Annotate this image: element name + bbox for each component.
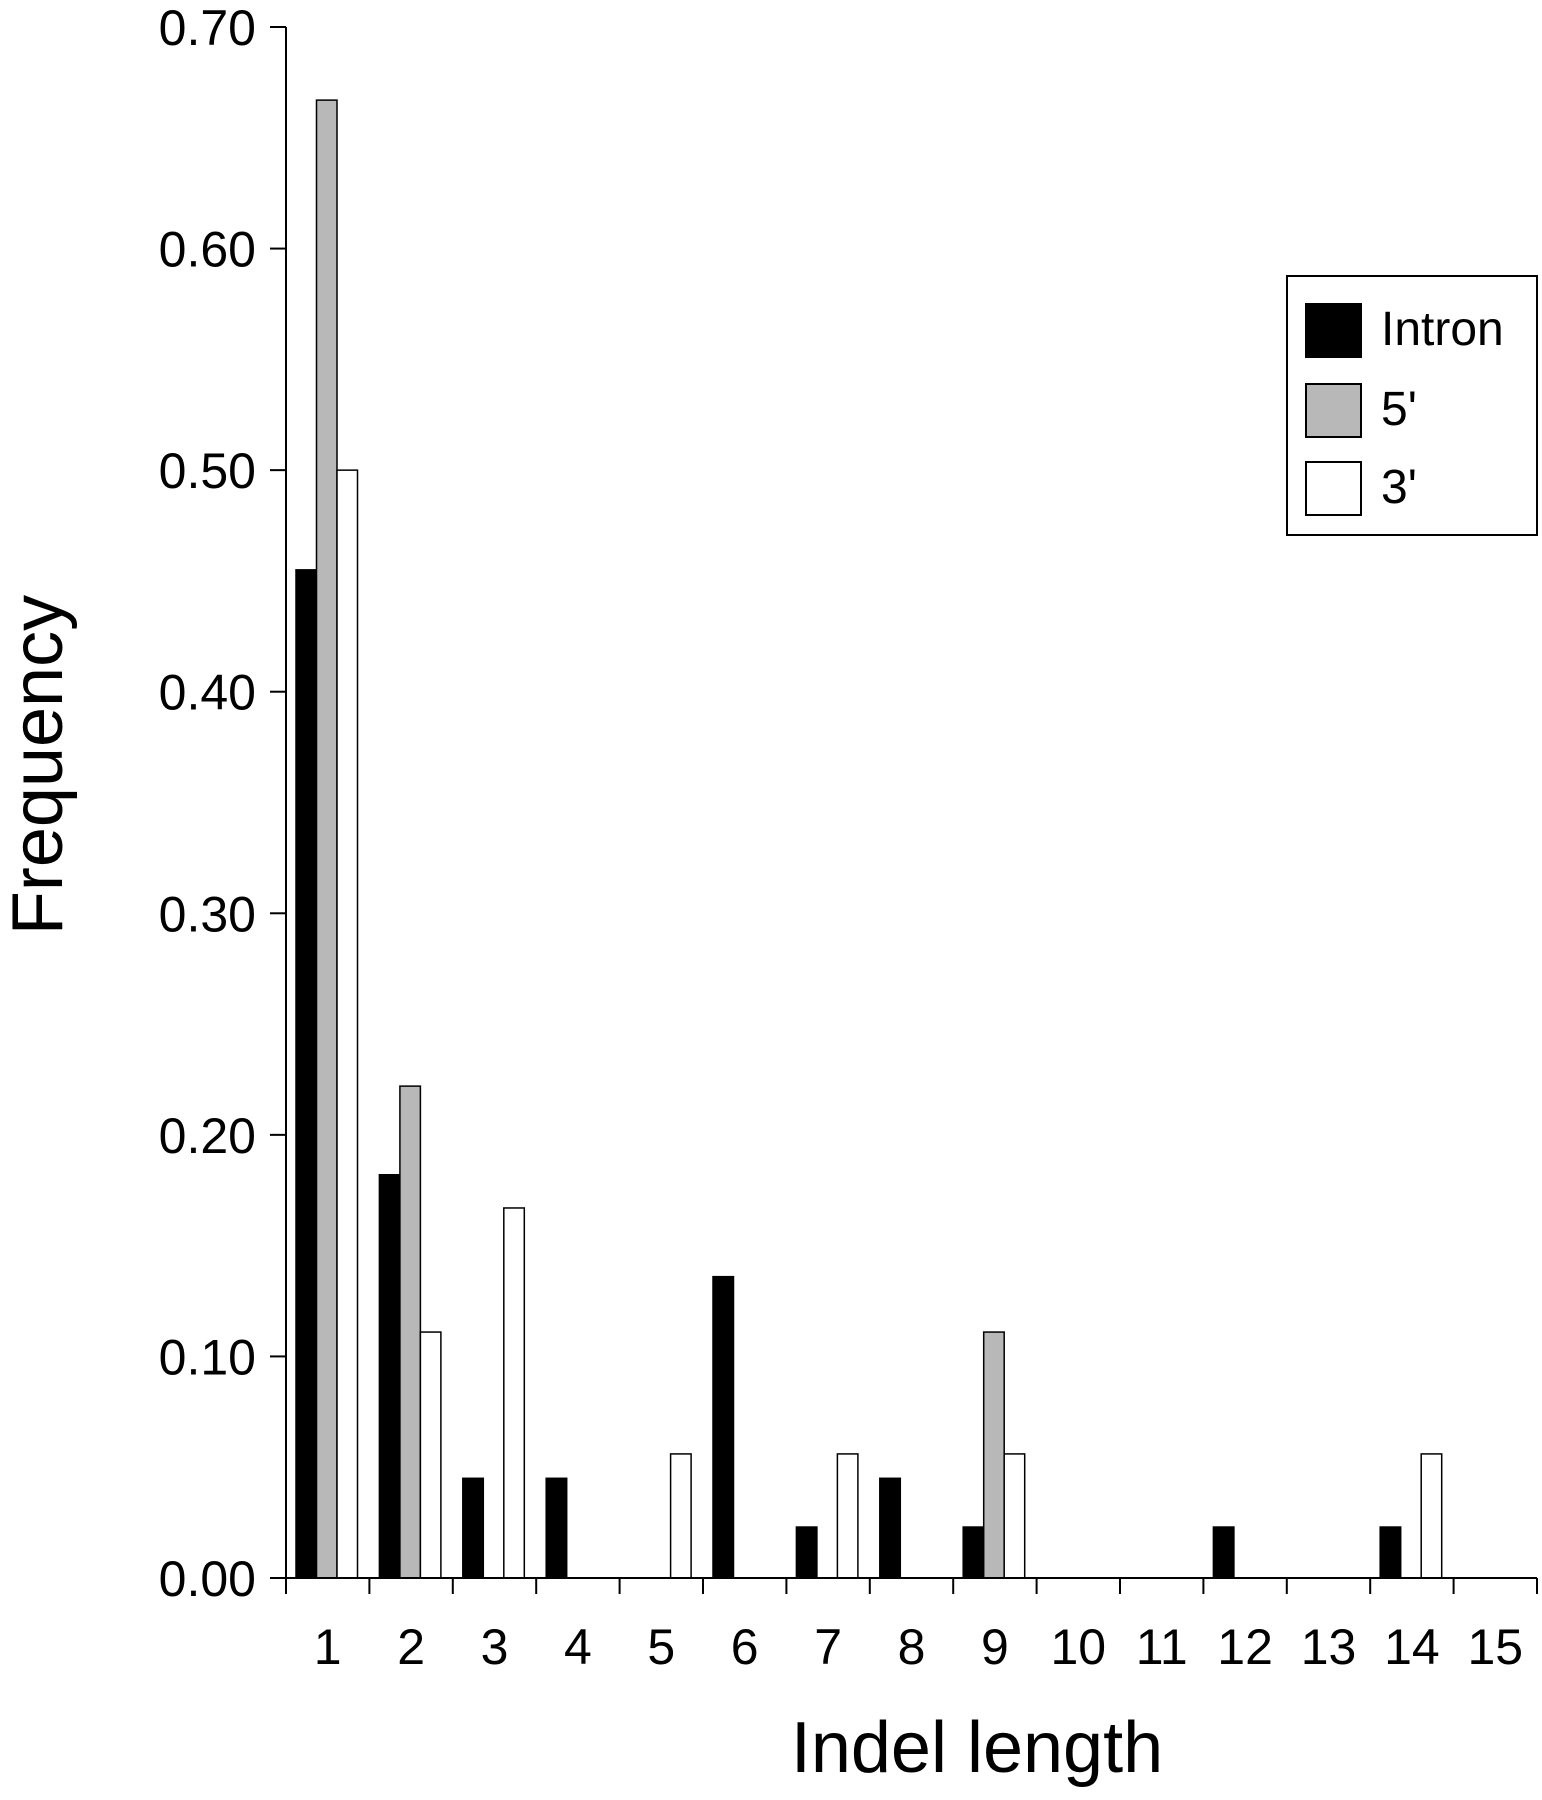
bar-3prime-9	[1003, 1453, 1026, 1579]
y-tick-label: 0.00	[159, 1551, 256, 1607]
x-tick-label: 13	[1301, 1619, 1357, 1675]
x-tick-label: 2	[397, 1619, 425, 1675]
x-tick-label: 10	[1050, 1619, 1106, 1675]
x-tick-label: 11	[1136, 1619, 1188, 1675]
x-tick-label: 12	[1217, 1619, 1273, 1675]
bar-3prime-5	[669, 1453, 692, 1579]
x-tick-label: 14	[1384, 1619, 1440, 1675]
bar-intron-8	[879, 1477, 902, 1579]
y-tick-label: 0.10	[159, 1329, 256, 1385]
y-tick-label: 0.20	[159, 1108, 256, 1164]
y-tick-label: 0.50	[159, 443, 256, 499]
legend-label-3prime: 3'	[1381, 461, 1417, 514]
x-tick-label: 6	[731, 1619, 759, 1675]
legend-swatch-intron	[1305, 303, 1362, 358]
legend-swatch-5prime	[1305, 383, 1362, 438]
y-axis-title: Frequency	[0, 595, 78, 935]
x-tick-label: 4	[564, 1619, 592, 1675]
bar-5prime-1	[315, 99, 338, 1579]
bar-intron-3	[462, 1477, 485, 1579]
bar-3prime-2	[419, 1331, 442, 1579]
legend: Intron 5' 3'	[1286, 275, 1538, 536]
legend-swatch-3prime	[1305, 461, 1362, 516]
x-tick-label: 1	[314, 1619, 342, 1675]
bars-group	[295, 99, 1443, 1579]
bar-3prime-3	[503, 1207, 526, 1579]
bar-intron-6	[712, 1275, 735, 1579]
bar-intron-2	[378, 1173, 401, 1579]
bar-3prime-1	[336, 469, 359, 1579]
x-tick-label: 7	[814, 1619, 842, 1675]
bar-intron-9	[962, 1526, 985, 1579]
bar-5prime-2	[399, 1085, 422, 1579]
bar-intron-12	[1212, 1526, 1235, 1579]
x-axis-title: Indel length	[791, 1708, 1163, 1788]
x-tick-label: 9	[981, 1619, 1009, 1675]
x-ticks-group: 1 2 3 4 5 6 7 8 9 10 11 12 13 14 15	[285, 1578, 1538, 1675]
x-tick-label: 8	[898, 1619, 926, 1675]
x-tick-label: 5	[647, 1619, 675, 1675]
x-tick-label: 15	[1467, 1619, 1523, 1675]
bar-3prime-7	[836, 1453, 859, 1579]
y-tick-label: 0.30	[159, 886, 256, 942]
bar-intron-14	[1379, 1526, 1402, 1579]
bar-intron-1	[295, 569, 318, 1579]
bar-3prime-14	[1420, 1453, 1443, 1579]
bar-5prime-9	[982, 1331, 1005, 1579]
y-tick-label: 0.70	[159, 0, 256, 56]
y-tick-label: 0.40	[159, 665, 256, 721]
bar-intron-4	[545, 1477, 568, 1579]
y-tick-label: 0.60	[159, 222, 256, 278]
legend-label-intron: Intron	[1381, 303, 1504, 356]
bar-intron-7	[795, 1526, 818, 1579]
axes-group	[285, 27, 1537, 1579]
x-tick-label: 3	[481, 1619, 509, 1675]
legend-label-5prime: 5'	[1381, 383, 1417, 436]
y-ticks-group: 0.00 0.10 0.20 0.30 0.40 0.50 0.60 0.70	[159, 0, 286, 1607]
